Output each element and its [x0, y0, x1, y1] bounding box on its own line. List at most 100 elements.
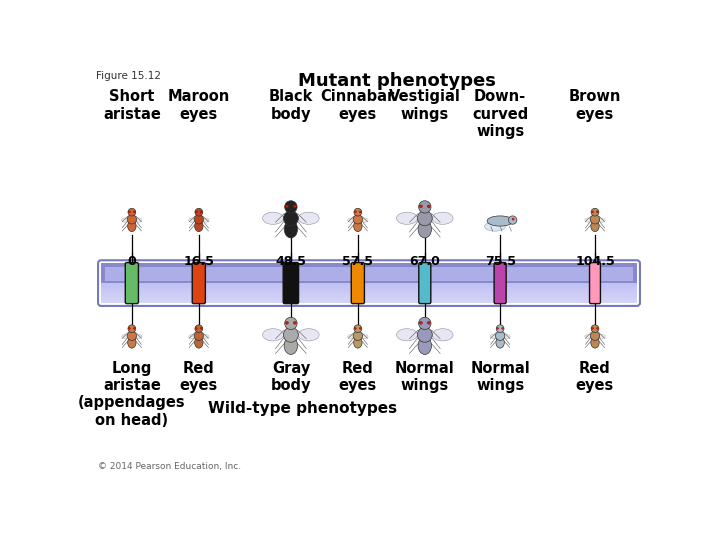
- Ellipse shape: [432, 329, 453, 341]
- Ellipse shape: [354, 211, 356, 213]
- Ellipse shape: [200, 327, 202, 329]
- Text: Vestigial
wings: Vestigial wings: [389, 90, 461, 122]
- Text: 48.5: 48.5: [276, 255, 306, 268]
- Text: Down-
curved
wings: Down- curved wings: [472, 90, 528, 139]
- Ellipse shape: [348, 335, 354, 339]
- Ellipse shape: [497, 327, 499, 329]
- Ellipse shape: [194, 214, 204, 224]
- Ellipse shape: [128, 211, 130, 213]
- Ellipse shape: [354, 325, 361, 333]
- Bar: [101, 287, 636, 289]
- Ellipse shape: [263, 329, 284, 341]
- Text: 75.5: 75.5: [485, 255, 516, 268]
- Ellipse shape: [432, 212, 453, 225]
- Ellipse shape: [127, 331, 137, 340]
- Ellipse shape: [284, 327, 298, 342]
- Ellipse shape: [189, 335, 195, 339]
- Bar: [101, 271, 636, 273]
- Ellipse shape: [397, 212, 418, 225]
- Ellipse shape: [194, 331, 204, 340]
- Bar: [101, 297, 636, 299]
- Ellipse shape: [133, 211, 135, 213]
- Ellipse shape: [359, 327, 361, 329]
- Text: Figure 15.12: Figure 15.12: [96, 71, 161, 81]
- Ellipse shape: [596, 327, 598, 329]
- Text: 67.0: 67.0: [410, 255, 440, 268]
- Bar: [101, 283, 636, 285]
- Text: Brown
eyes: Brown eyes: [569, 90, 621, 122]
- Ellipse shape: [502, 327, 503, 329]
- Ellipse shape: [293, 205, 297, 208]
- Ellipse shape: [128, 325, 136, 333]
- Ellipse shape: [195, 208, 203, 216]
- Ellipse shape: [195, 325, 203, 333]
- Ellipse shape: [418, 327, 432, 342]
- Bar: [101, 263, 636, 265]
- Ellipse shape: [128, 208, 136, 216]
- Ellipse shape: [427, 321, 431, 324]
- Ellipse shape: [354, 214, 362, 224]
- Ellipse shape: [485, 222, 505, 231]
- Ellipse shape: [354, 327, 356, 329]
- Ellipse shape: [508, 216, 517, 224]
- Ellipse shape: [585, 335, 591, 339]
- FancyBboxPatch shape: [494, 262, 506, 303]
- Bar: [101, 301, 636, 303]
- Text: Long
aristae
(appendages
on head): Long aristae (appendages on head): [78, 361, 186, 428]
- Bar: [101, 273, 636, 275]
- Text: 104.5: 104.5: [575, 255, 615, 268]
- Ellipse shape: [348, 218, 354, 222]
- Ellipse shape: [127, 214, 137, 224]
- Ellipse shape: [361, 335, 368, 339]
- FancyBboxPatch shape: [419, 262, 431, 303]
- Ellipse shape: [418, 337, 431, 354]
- FancyBboxPatch shape: [125, 262, 138, 303]
- Ellipse shape: [354, 331, 362, 340]
- Text: 16.5: 16.5: [184, 255, 215, 268]
- Ellipse shape: [590, 214, 600, 224]
- Ellipse shape: [285, 321, 289, 324]
- Ellipse shape: [284, 220, 297, 238]
- Text: Red
eyes: Red eyes: [180, 361, 218, 393]
- Ellipse shape: [354, 337, 362, 348]
- Bar: [101, 265, 636, 267]
- Ellipse shape: [418, 220, 431, 238]
- Ellipse shape: [202, 335, 209, 339]
- Bar: [101, 277, 636, 279]
- Ellipse shape: [284, 201, 297, 213]
- Ellipse shape: [591, 220, 599, 232]
- Text: Maroon
eyes: Maroon eyes: [168, 90, 230, 122]
- Bar: [101, 293, 636, 295]
- Text: Black
body: Black body: [269, 90, 313, 122]
- Ellipse shape: [127, 337, 136, 348]
- Ellipse shape: [496, 337, 504, 348]
- Ellipse shape: [293, 321, 297, 324]
- Ellipse shape: [285, 205, 289, 208]
- Ellipse shape: [592, 327, 593, 329]
- Text: Mutant phenotypes: Mutant phenotypes: [298, 72, 496, 91]
- Bar: [101, 299, 636, 301]
- Ellipse shape: [135, 335, 142, 339]
- Ellipse shape: [200, 211, 202, 213]
- Ellipse shape: [195, 327, 197, 329]
- Text: Short
aristae: Short aristae: [103, 90, 161, 122]
- Bar: [101, 281, 636, 283]
- Bar: [101, 285, 636, 287]
- Bar: [105, 267, 633, 281]
- Ellipse shape: [263, 212, 284, 225]
- Text: Cinnabar
eyes: Cinnabar eyes: [320, 90, 395, 122]
- Ellipse shape: [284, 337, 297, 354]
- Ellipse shape: [512, 218, 515, 220]
- Ellipse shape: [487, 216, 513, 226]
- Ellipse shape: [504, 335, 510, 339]
- Ellipse shape: [133, 327, 135, 329]
- Text: 57.5: 57.5: [342, 255, 374, 268]
- Ellipse shape: [122, 218, 128, 222]
- Ellipse shape: [354, 220, 362, 232]
- Ellipse shape: [189, 218, 195, 222]
- FancyBboxPatch shape: [351, 262, 364, 303]
- Bar: [101, 279, 636, 281]
- Ellipse shape: [135, 218, 142, 222]
- Ellipse shape: [599, 218, 606, 222]
- Text: Normal
wings: Normal wings: [395, 361, 454, 393]
